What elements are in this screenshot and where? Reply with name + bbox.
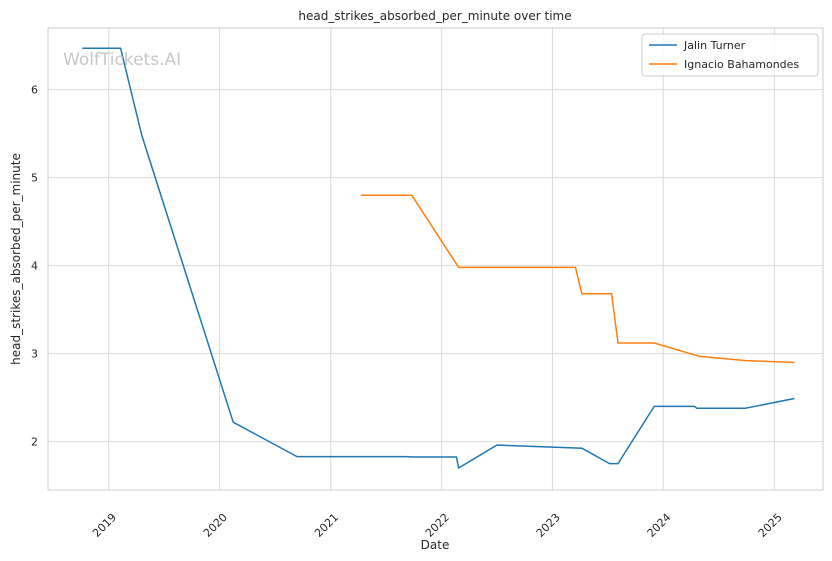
x-tick-label: 2020 xyxy=(201,511,230,540)
y-tick-label: 5 xyxy=(31,172,38,185)
y-tick-label: 3 xyxy=(31,348,38,361)
series-line-jalin-turner xyxy=(82,47,795,469)
y-tick-label: 2 xyxy=(31,436,38,449)
y-axis: 2 3 4 5 6 xyxy=(31,84,38,449)
grid xyxy=(48,28,823,490)
series-lines xyxy=(82,47,795,469)
legend: Jalin Turner Ignacio Bahamondes xyxy=(641,33,819,77)
series-line-ignacio-bahamondes xyxy=(360,194,795,364)
legend-box xyxy=(641,33,819,77)
x-tick-label: 2024 xyxy=(645,511,674,540)
y-tick-label: 4 xyxy=(31,260,38,273)
x-axis-label: Date xyxy=(421,538,450,552)
legend-label-jalin-turner: Jalin Turner xyxy=(683,39,746,52)
x-tick-label: 2019 xyxy=(90,511,119,540)
chart-title: head_strikes_absorbed_per_minute over ti… xyxy=(298,9,571,23)
y-axis-label: head_strikes_absorbed_per_minute xyxy=(9,153,23,365)
x-axis: 2019 2020 2021 2022 2023 2024 2025 xyxy=(90,511,785,540)
x-tick-label: 2025 xyxy=(756,511,785,540)
x-tick-label: 2023 xyxy=(534,511,563,540)
watermark: WolfTickets.AI xyxy=(63,50,181,70)
x-tick-label: 2021 xyxy=(312,511,341,540)
plot-area-frame xyxy=(47,27,824,491)
legend-label-ignacio-bahamondes: Ignacio Bahamondes xyxy=(684,58,799,71)
y-tick-label: 6 xyxy=(31,84,38,97)
x-tick-label: 2022 xyxy=(423,511,452,540)
